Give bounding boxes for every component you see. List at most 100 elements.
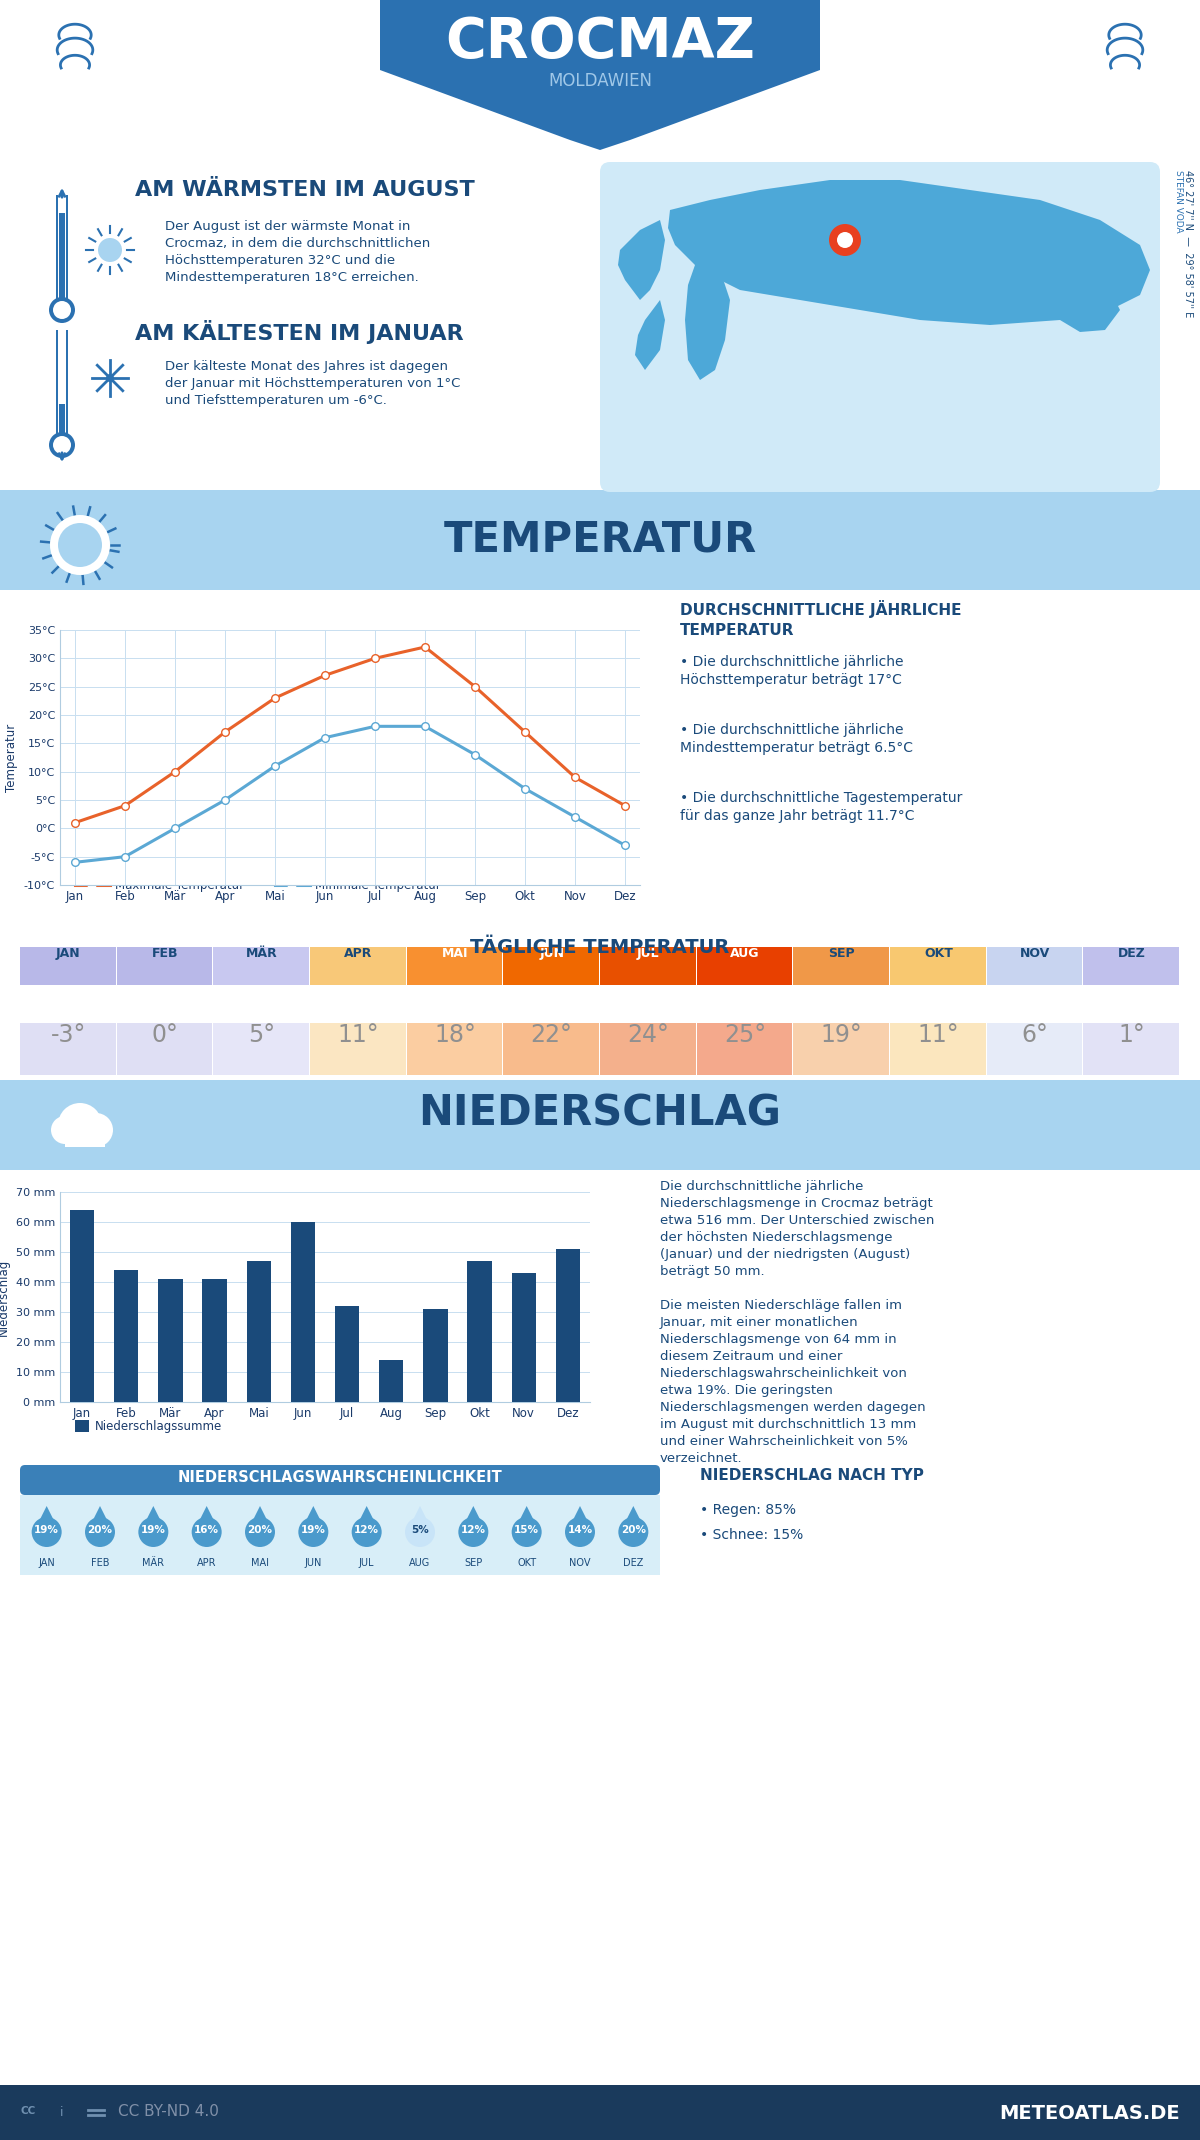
Circle shape [288, 882, 295, 888]
Bar [0, 1081, 1200, 1171]
Text: NOV: NOV [1020, 948, 1050, 961]
Text: 5%: 5% [412, 1526, 428, 1534]
Bar [0, 139, 1200, 501]
Text: 0°: 0° [151, 1023, 179, 1046]
Polygon shape [360, 1507, 373, 1519]
Text: Die durchschnittliche jährliche
Niederschlagsmenge in Crocmaz beträgt
etwa 516 m: Die durchschnittliche jährliche Niedersc… [660, 1179, 935, 1466]
Polygon shape [253, 1507, 266, 1519]
Text: MÄR: MÄR [143, 1558, 164, 1569]
Bar [20, 1023, 115, 1074]
Bar [986, 1023, 1082, 1074]
Text: CC: CC [20, 2106, 36, 2116]
Text: -3°: -3° [50, 1023, 86, 1046]
Circle shape [53, 302, 71, 319]
Text: 46° 27' 7'' N  —  29° 58' 57'' E: 46° 27' 7'' N — 29° 58' 57'' E [1183, 169, 1193, 317]
Text: 12%: 12% [461, 1526, 486, 1534]
Polygon shape [199, 1507, 214, 1519]
Text: MOLDAWIEN: MOLDAWIEN [548, 73, 652, 90]
Circle shape [58, 1102, 102, 1147]
Text: 24°: 24° [628, 1023, 670, 1046]
Bar [793, 948, 889, 984]
Bar [56, 330, 68, 439]
Text: NOV: NOV [569, 1558, 590, 1569]
Circle shape [406, 1517, 436, 1547]
Text: 20%: 20% [247, 1526, 272, 1534]
Text: 6°: 6° [1021, 1023, 1049, 1046]
Text: 22°: 22° [530, 1023, 572, 1046]
Bar [468, 1260, 492, 1402]
Text: 20%: 20% [620, 1526, 646, 1534]
Polygon shape [635, 300, 665, 370]
Bar [116, 948, 212, 984]
Circle shape [138, 1517, 168, 1547]
Circle shape [838, 231, 853, 248]
Circle shape [352, 1517, 382, 1547]
Circle shape [85, 1517, 115, 1547]
Polygon shape [467, 1507, 480, 1519]
Bar [247, 1260, 271, 1402]
Text: Maximale Temperatur: Maximale Temperatur [115, 880, 244, 892]
Text: CROCMAZ: CROCMAZ [445, 15, 755, 68]
Text: NIEDERSCHLAGSWAHRSCHEINLICHKEIT: NIEDERSCHLAGSWAHRSCHEINLICHKEIT [178, 1470, 503, 1485]
Text: 25°: 25° [724, 1023, 766, 1046]
Bar [70, 1209, 95, 1402]
Bar [0, 490, 1200, 591]
Bar [290, 1222, 316, 1402]
Bar [986, 948, 1082, 984]
Circle shape [49, 432, 74, 458]
Bar [600, 1023, 696, 1074]
Text: TEMPERATUR: TEMPERATUR [443, 518, 757, 561]
Bar [1084, 1023, 1180, 1074]
Circle shape [50, 1115, 79, 1145]
Text: 11°: 11° [337, 1023, 379, 1046]
Text: JUL: JUL [637, 948, 660, 961]
Polygon shape [1060, 285, 1120, 332]
Polygon shape [94, 1507, 107, 1519]
Bar [0, 490, 1200, 591]
Text: JAN: JAN [38, 1558, 55, 1569]
Circle shape [50, 516, 110, 576]
Text: • Regen: 85%: • Regen: 85% [700, 1502, 796, 1517]
Text: OKT: OKT [517, 1558, 536, 1569]
Text: AUG: AUG [731, 948, 760, 961]
Bar [58, 195, 66, 304]
Bar [114, 1269, 138, 1402]
Bar [890, 948, 985, 984]
Bar [890, 1023, 985, 1074]
Text: AM WÄRMSTEN IM AUGUST: AM WÄRMSTEN IM AUGUST [134, 180, 475, 199]
Text: TÄGLICHE TEMPERATUR: TÄGLICHE TEMPERATUR [470, 937, 730, 957]
Text: FEB: FEB [91, 1558, 109, 1569]
Text: STEFAN VODA: STEFAN VODA [1174, 169, 1182, 233]
Text: 5°: 5° [248, 1023, 275, 1046]
Polygon shape [520, 1507, 534, 1519]
Text: Niederschlagssumme: Niederschlagssumme [95, 1421, 222, 1434]
Text: • Die durchschnittliche Tagestemperatur
für das ganze Jahr beträgt 11.7°C: • Die durchschnittliche Tagestemperatur … [680, 792, 962, 824]
Text: 18°: 18° [434, 1023, 476, 1046]
Text: 19%: 19% [35, 1526, 59, 1534]
Bar [0, 1451, 1200, 1575]
Text: 16%: 16% [194, 1526, 220, 1534]
Bar [424, 1310, 448, 1402]
Circle shape [829, 225, 862, 257]
Circle shape [89, 882, 96, 888]
Circle shape [511, 1517, 541, 1547]
Circle shape [192, 1517, 222, 1547]
Circle shape [38, 503, 122, 586]
FancyBboxPatch shape [20, 1466, 660, 1496]
Polygon shape [146, 1507, 161, 1519]
Polygon shape [413, 1507, 427, 1519]
Text: FEB: FEB [151, 948, 179, 961]
Bar [56, 195, 68, 304]
Bar [203, 1280, 227, 1402]
Text: 19°: 19° [821, 1023, 863, 1046]
Text: JUL: JUL [359, 1558, 374, 1569]
Text: 15%: 15% [514, 1526, 539, 1534]
Text: JAN: JAN [56, 948, 80, 961]
Bar [511, 1273, 536, 1402]
Bar [600, 948, 696, 984]
Bar [503, 1023, 599, 1074]
Text: Minimale Temperatur: Minimale Temperatur [314, 880, 440, 892]
Circle shape [618, 1517, 648, 1547]
Text: AM KÄLTESTEN IM JANUAR: AM KÄLTESTEN IM JANUAR [134, 321, 463, 345]
Circle shape [98, 238, 122, 261]
